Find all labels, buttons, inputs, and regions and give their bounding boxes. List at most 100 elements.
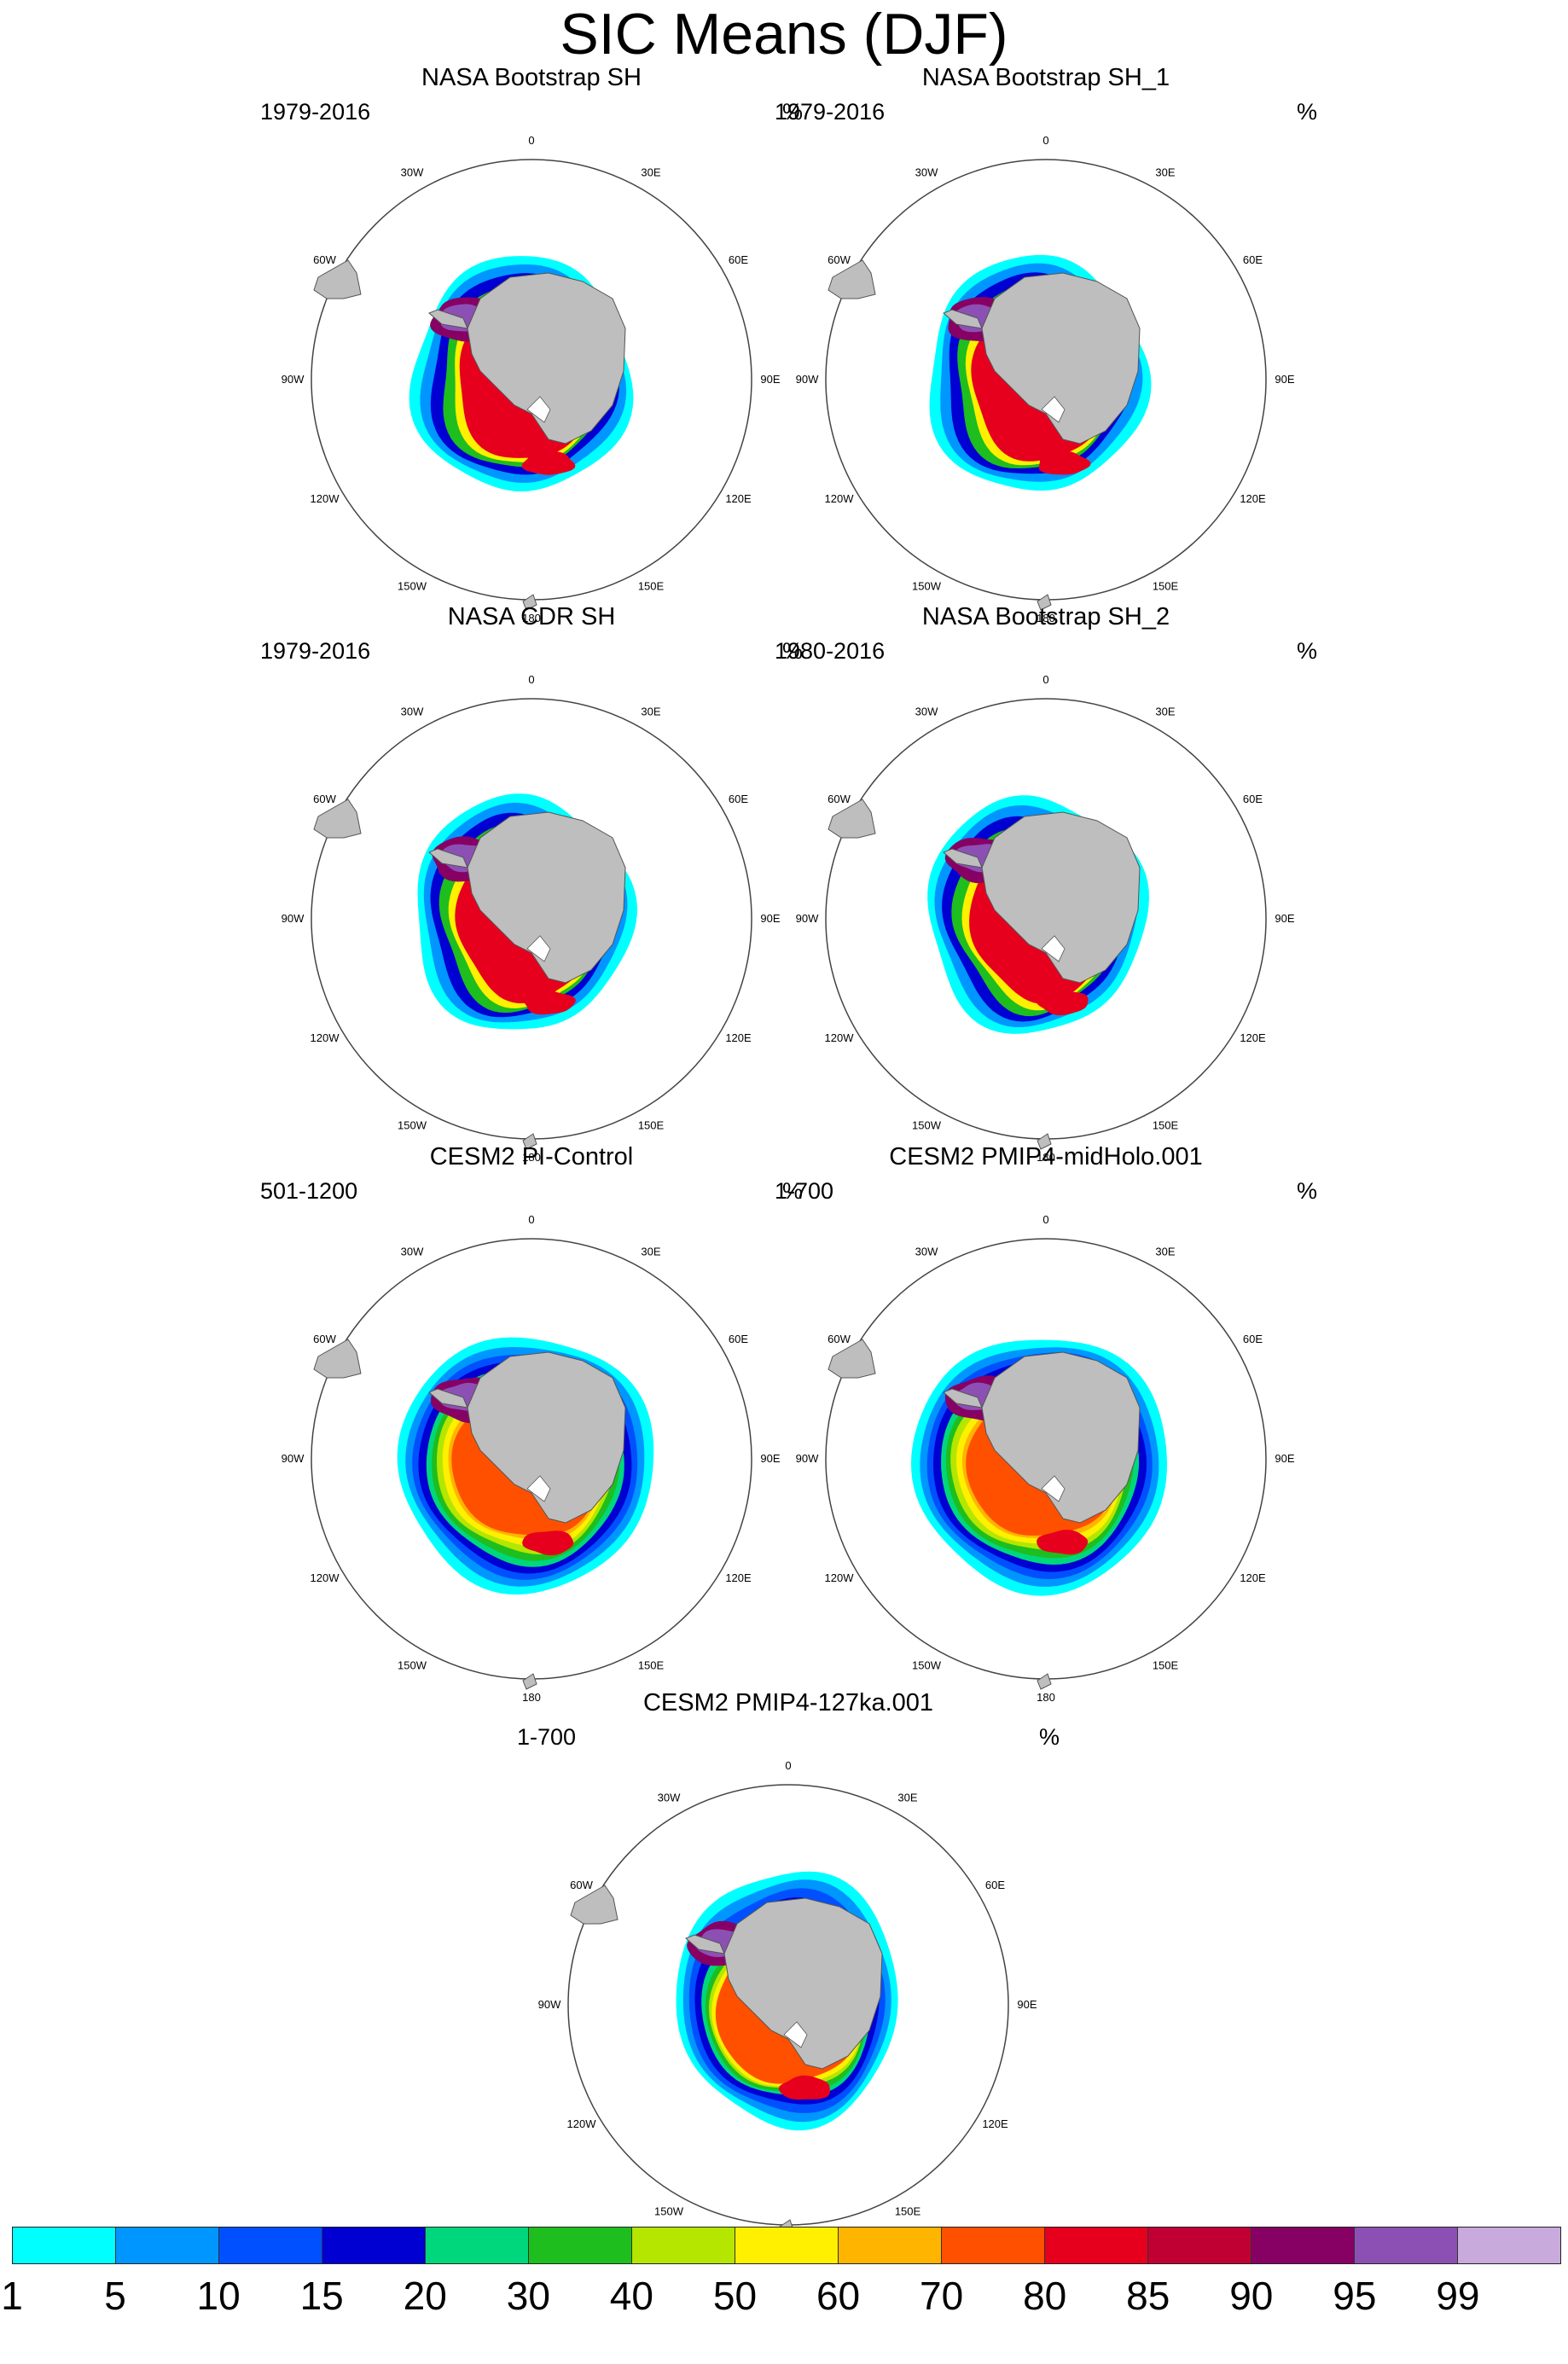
- graticule-label: 30E: [1155, 1246, 1175, 1258]
- graticule-label: 60W: [313, 253, 336, 266]
- panel-period: 1980-2016: [775, 638, 886, 664]
- graticule-label: 150W: [912, 580, 942, 593]
- graticule-label: 120W: [825, 1571, 855, 1584]
- graticule-label: 90W: [796, 373, 819, 386]
- graticule-label: 60E: [729, 1333, 748, 1345]
- antarctica-landmass: [685, 1897, 883, 2070]
- graticule-label: 90E: [760, 1452, 780, 1465]
- south-america-landmass: [828, 259, 876, 299]
- antarctica-landmass: [943, 811, 1141, 984]
- panel-units: %: [781, 638, 803, 664]
- graticule-label: 60E: [729, 253, 748, 266]
- ross-ice-shelf: [783, 2021, 808, 2048]
- antarctica-landmass: [943, 1351, 1141, 1524]
- graticule-label: 120E: [725, 1571, 752, 1584]
- graticule-label: 30E: [641, 1246, 660, 1258]
- graticule-label: 180: [522, 1151, 541, 1164]
- map-panel: CESM2 PI-Control 501-1200% 0 30E 60E 90E 120E 1…: [260, 1143, 803, 1723]
- graticule-label: 150E: [638, 580, 665, 593]
- antarctica-landmass: [428, 811, 626, 984]
- south-america-landmass: [828, 1339, 876, 1379]
- graticule-label: 60W: [313, 1333, 336, 1345]
- graticule-label: 0: [528, 134, 534, 147]
- panel-title: NASA Bootstrap SH_2: [921, 603, 1170, 630]
- antarctica-landmass: [428, 1351, 626, 1524]
- colorbar-labels: 1 5 10 15 20 30 40 50 60 70 80 85 90 95 99: [0, 2273, 1568, 2324]
- graticule-label: 150W: [398, 1659, 427, 1672]
- graticule-label: 60W: [828, 793, 851, 805]
- panel-period: 1979-2016: [260, 99, 371, 125]
- graticule-label: 180: [1037, 612, 1055, 624]
- colorbar: [12, 2227, 1561, 2264]
- graticule-label: 120E: [1240, 492, 1266, 505]
- graticule-label: 0: [528, 1213, 534, 1226]
- panel-period: 1-700: [775, 1178, 834, 1204]
- graticule-label: 150E: [895, 2205, 921, 2218]
- colorbar-swatch: [219, 2228, 322, 2263]
- graticule-label: 90E: [1275, 373, 1294, 386]
- graticule-label: 60W: [828, 253, 851, 266]
- ross-ice-shelf: [526, 935, 551, 962]
- ross-high-sic: [1038, 450, 1091, 475]
- graticule-label: 90E: [1275, 1452, 1294, 1465]
- colorbar-swatch: [322, 2228, 426, 2263]
- colorbar-swatch: [13, 2228, 116, 2263]
- graticule-label: 60W: [828, 1333, 851, 1345]
- graticule-label: 30E: [641, 706, 660, 718]
- polar-stereo-map: 0 30E 60E 90E 120E 150E 180 150W 120W 90W 60W 30W: [282, 673, 781, 1164]
- panel-title: CESM2 PMIP4-midHolo.001: [889, 1143, 1203, 1170]
- graticule-label: 120E: [725, 492, 752, 505]
- colorbar-tick-label: 70: [920, 2274, 964, 2318]
- graticule-label: 150E: [1153, 1119, 1179, 1132]
- panel-units: %: [1296, 1178, 1317, 1204]
- colorbar-swatch: [1458, 2228, 1560, 2263]
- panel-units: %: [781, 99, 803, 125]
- graticule-label: 0: [785, 1759, 791, 1772]
- graticule-label: 150W: [912, 1659, 942, 1672]
- colorbar-tick-label: 85: [1126, 2274, 1170, 2318]
- map-panel: NASA CDR SH 1979-2016% 0 30E 60E 90E 120E 150E 1…: [260, 603, 803, 1183]
- panel-title: NASA Bootstrap SH: [421, 64, 642, 91]
- island-landmass: [522, 594, 537, 611]
- panel-units: %: [781, 1178, 803, 1204]
- graticule-label: 0: [528, 673, 534, 686]
- panel-units: %: [1296, 638, 1317, 664]
- panel-units: %: [1038, 1724, 1060, 1750]
- ross-ice-shelf: [1041, 935, 1066, 962]
- figure-title: SIC Means (DJF): [560, 2, 1008, 67]
- polar-stereo-map: 0 30E 60E 90E 120E 150E 180 150W 120W 90W 60W 30W: [282, 1213, 781, 1704]
- map-panel: NASA Bootstrap SH_1 1979-2016% 0 30E 60E 90E 1…: [775, 64, 1317, 644]
- graticule-label: 30W: [915, 1246, 938, 1258]
- graticule-label: 90W: [282, 373, 305, 386]
- south-america-landmass: [828, 799, 876, 839]
- graticule-label: 150W: [398, 1119, 427, 1132]
- graticule-label: 60W: [313, 793, 336, 805]
- graticule-label: 90W: [796, 912, 819, 925]
- panel-title: CESM2 PI-Control: [429, 1143, 634, 1170]
- ross-ice-shelf: [526, 396, 551, 423]
- colorbar-tick-label: 1: [1, 2274, 23, 2318]
- south-america-landmass: [313, 799, 362, 839]
- graticule-label: 60E: [1243, 253, 1263, 266]
- colorbar-tick-label: 90: [1229, 2274, 1274, 2318]
- island-landmass: [522, 1673, 537, 1690]
- graticule-label: 90W: [538, 1998, 561, 2011]
- panel-period: 1979-2016: [260, 638, 371, 664]
- antarctica-landmass: [428, 272, 626, 444]
- graticule-label: 30E: [641, 166, 660, 179]
- ross-ice-shelf: [1041, 396, 1066, 423]
- graticule-label: 120W: [825, 1031, 855, 1044]
- colorbar-tick-label: 10: [196, 2274, 241, 2318]
- panel-period: 1-700: [517, 1724, 577, 1750]
- graticule-label: 60E: [985, 1879, 1005, 1891]
- island-landmass: [1037, 1133, 1052, 1150]
- graticule-label: 120W: [311, 1571, 340, 1584]
- colorbar-swatch: [735, 2228, 839, 2263]
- graticule-label: 0: [1042, 134, 1048, 147]
- colorbar-tick-label: 20: [403, 2274, 447, 2318]
- graticule-label: 30W: [401, 1246, 424, 1258]
- ross-high-sic: [521, 450, 576, 475]
- graticule-label: 120W: [311, 1031, 340, 1044]
- panel-period: 1979-2016: [775, 99, 886, 125]
- graticule-label: 150E: [638, 1659, 665, 1672]
